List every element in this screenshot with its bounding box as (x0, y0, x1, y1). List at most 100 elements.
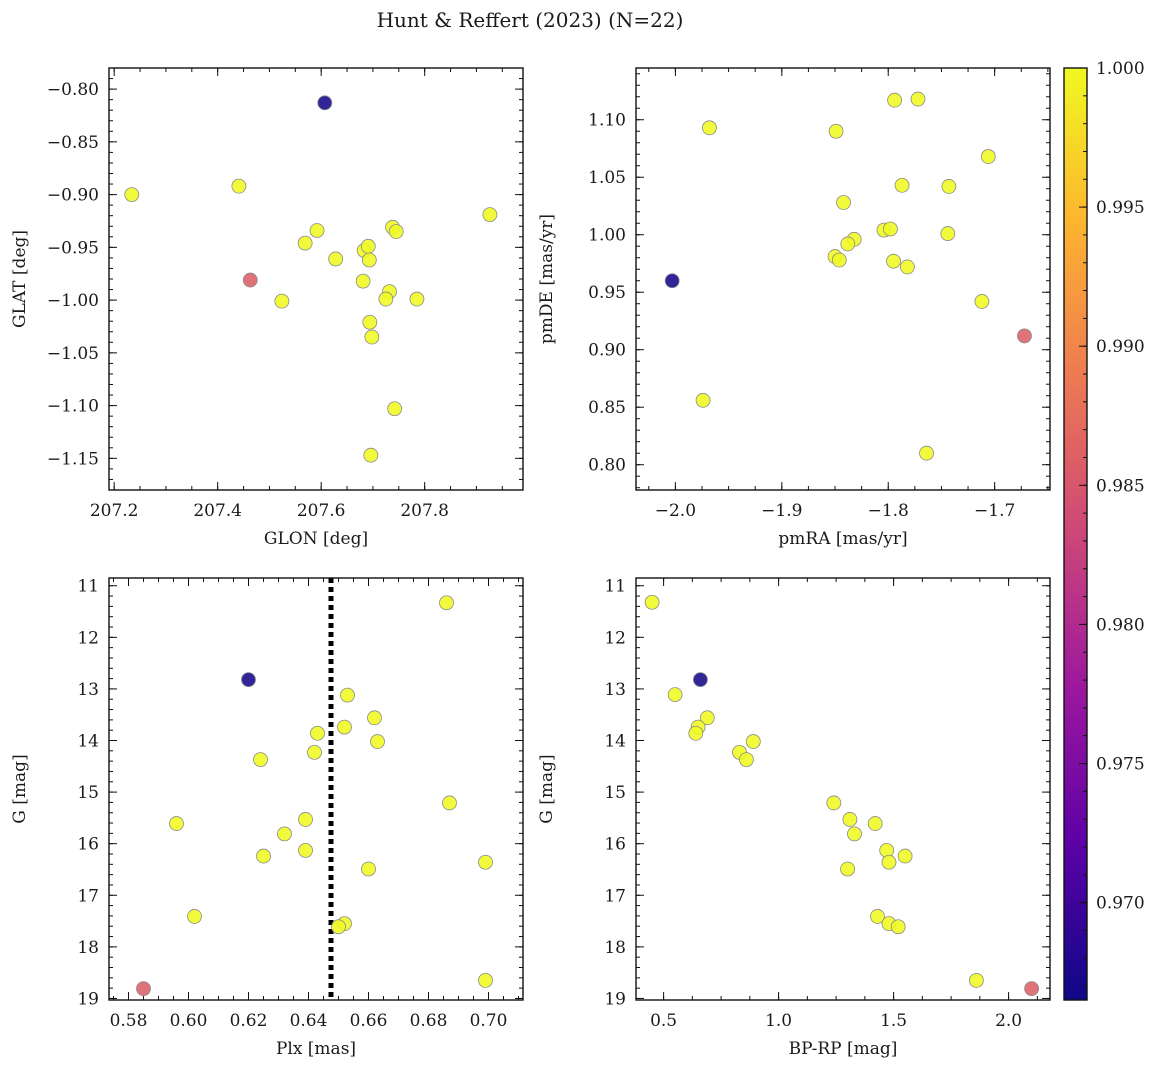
x-axis-label: BP-RP [mag] (789, 1039, 898, 1059)
scatter-point (370, 734, 385, 749)
y-tick-label: 0.90 (588, 341, 626, 361)
y-tick-label: −1.10 (47, 397, 99, 417)
scatter-point (739, 752, 754, 767)
y-axis-label: GLAT [deg] (10, 230, 30, 328)
x-tick-label: 207.6 (297, 501, 346, 521)
y-tick-label: 18 (604, 938, 626, 958)
scatter-point (242, 272, 258, 288)
scatter-point (124, 187, 140, 203)
x-tick-label: 0.68 (410, 1011, 448, 1031)
panel-top-left: 207.2 207.4 207.6 207.8 −0.80 −0.85 −0.90 −0.95… (10, 67, 524, 549)
scatter-point (867, 816, 883, 831)
colorbar-gradient (1063, 67, 1088, 1001)
y-tick-label: 1.05 (588, 168, 626, 188)
x-tick-label: 0.66 (350, 1011, 388, 1031)
y-axis-label: G [mag] (537, 754, 557, 823)
y-tick-label: 15 (77, 783, 99, 803)
y-tick-label: 17 (77, 886, 99, 906)
scatter-point (169, 816, 184, 831)
colorbar-tick-label: 0.990 (1096, 337, 1145, 357)
scatter-point (941, 179, 957, 194)
scatter-point (442, 795, 457, 811)
scatter-point (364, 329, 380, 345)
scatter-point (337, 719, 352, 735)
scatter-point (664, 273, 680, 289)
y-tick-label: −0.80 (47, 80, 99, 100)
points (124, 95, 498, 463)
ticks (636, 578, 1050, 1000)
x-tick-label: −1.9 (761, 501, 802, 521)
scatter-point (256, 848, 271, 864)
y-tick-label: −1.00 (47, 291, 99, 311)
scatter-point (482, 207, 498, 223)
scatter-point (688, 725, 704, 741)
scatter-point (409, 291, 425, 307)
scatter-point (702, 120, 717, 136)
y-tick-label: 11 (604, 577, 626, 597)
scatter-point (886, 253, 901, 269)
scatter-point (940, 226, 956, 241)
y-tick-label: 11 (77, 577, 99, 597)
y-tick-label: −1.05 (47, 344, 99, 364)
colorbar-tick-label: 0.980 (1096, 615, 1145, 635)
scatter-point (831, 252, 847, 268)
y-tick-label: 0.85 (588, 398, 626, 418)
ticks (109, 67, 523, 491)
x-tick-label: 0.60 (170, 1011, 208, 1031)
scatter-point (919, 445, 934, 461)
scatter-point (310, 725, 325, 741)
x-axis-label: GLON [deg] (264, 529, 368, 549)
axes-frame (635, 577, 1051, 1001)
scatter-point (826, 795, 842, 811)
scatter-point (298, 842, 313, 858)
colorbar-tick-label: 0.970 (1096, 894, 1145, 914)
scatter-point (667, 687, 683, 702)
scatter-point (828, 123, 844, 139)
y-tick-label: 1.10 (588, 111, 626, 131)
scatter-point (881, 854, 897, 870)
colorbar-tick-label: 0.985 (1096, 476, 1145, 496)
y-tick-label: 14 (77, 732, 99, 752)
y-tick-label: −0.90 (47, 186, 99, 206)
scatter-point (241, 672, 256, 688)
scatter-point (187, 909, 202, 924)
scatter-point (309, 223, 325, 238)
x-tick-label: −1.7 (974, 501, 1015, 521)
scatter-point (899, 259, 915, 275)
y-axis-label: pmDE [mas/yr] (537, 214, 557, 344)
y-tick-label: 16 (604, 835, 626, 855)
y-tick-label: −0.95 (47, 238, 99, 258)
y-axis-label: G [mag] (10, 754, 30, 823)
scatter-point (360, 238, 376, 254)
x-tick-label: −2.0 (655, 501, 696, 521)
x-tick-label: 0.5 (650, 1011, 677, 1031)
y-tick-label: 0.95 (588, 283, 626, 303)
y-tick-label: 19 (604, 989, 626, 1009)
panel-bottom-right: 0.5 1.0 1.5 2.0 11 12 13 14 15 16 17 18 19 BP-RP [mag… (537, 577, 1051, 1059)
scatter-point (378, 291, 394, 307)
scatter-point (231, 178, 247, 194)
scatter-point (331, 919, 346, 935)
points (136, 595, 493, 997)
scatter-point (870, 909, 885, 924)
scatter-point (894, 177, 910, 193)
y-tick-label: 1.00 (588, 226, 626, 246)
points (664, 91, 1032, 461)
x-tick-label: 0.58 (110, 1011, 148, 1031)
scatter-point (980, 149, 996, 164)
x-tick-label: 2.0 (995, 1011, 1022, 1031)
scatter-point (478, 972, 493, 988)
x-tick-label: 207.4 (193, 501, 242, 521)
scatter-point (695, 392, 711, 408)
x-tick-label: −1.8 (868, 501, 909, 521)
panels: 207.2 207.4 207.6 207.8 −0.80 −0.85 −0.90 −0.95… (10, 67, 1051, 1059)
scatter-point (1024, 981, 1039, 997)
scatter-point (1017, 328, 1032, 344)
scatter-point (298, 812, 313, 827)
y-tick-label: 14 (604, 732, 626, 752)
scatter-point (699, 710, 715, 726)
colorbar-tick-label: 0.975 (1096, 755, 1145, 775)
x-tick-label: 207.2 (90, 501, 139, 521)
scatter-point (361, 252, 377, 268)
figure-title: Hunt & Reffert (2023) (N=22) (377, 8, 684, 32)
